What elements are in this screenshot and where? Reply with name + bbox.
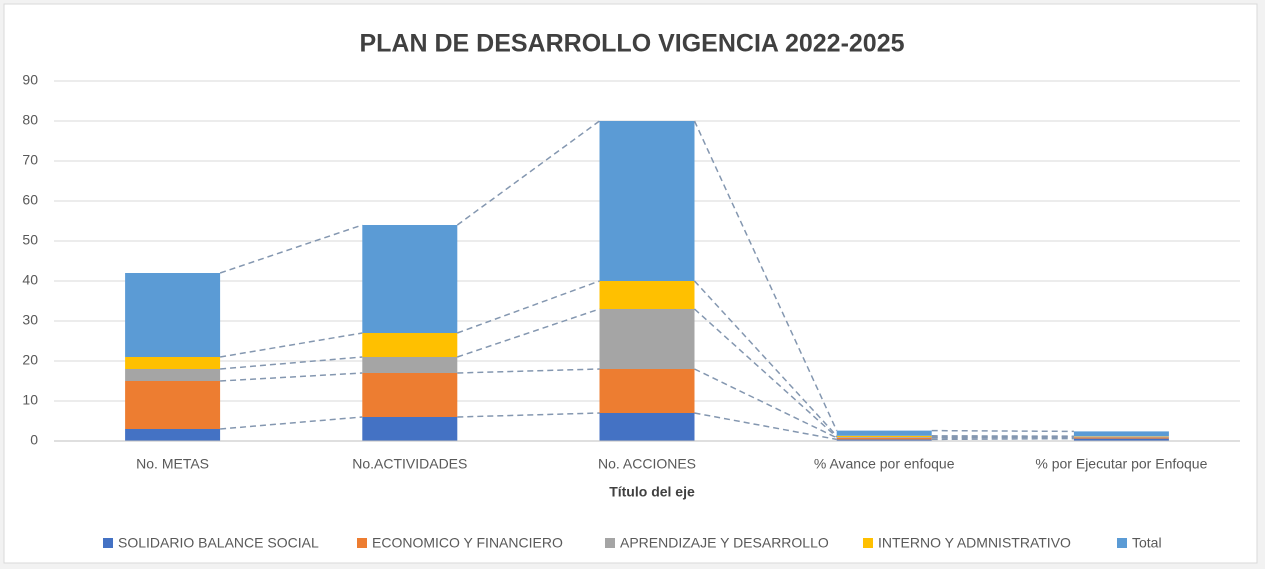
bar-segment: [362, 225, 458, 333]
legend-swatch: [357, 538, 367, 548]
series-line: [931, 429, 1074, 433]
x-tick-label: % por Ejecutar por Enfoque: [1035, 456, 1207, 472]
bar-segment: [599, 369, 695, 413]
bar-segment: [362, 333, 458, 357]
bar-segment: [836, 437, 932, 438]
chart-title: PLAN DE DESARROLLO VIGENCIA 2022-2025: [359, 30, 904, 58]
bar-segment: [362, 357, 458, 373]
x-axis-title: Título del eje: [609, 484, 695, 500]
legend-label: APRENDIZAJE Y DESARROLLO: [620, 535, 829, 551]
series-line: [694, 368, 838, 439]
bar-segment: [599, 121, 695, 281]
series-line: [693, 280, 838, 437]
bar-segment: [599, 413, 695, 441]
legend-swatch: [103, 538, 113, 548]
series-line: [457, 308, 600, 358]
y-tick-label: 90: [22, 72, 38, 88]
series-line: [693, 120, 838, 431]
bar-segment: [125, 357, 221, 369]
legend-label: ECONOMICO Y FINANCIERO: [372, 535, 563, 551]
series-line: [457, 280, 600, 334]
bar-segment: [836, 435, 932, 437]
bar-segment: [125, 273, 221, 357]
y-tick-label: 10: [22, 392, 38, 408]
series-line: [457, 368, 600, 374]
x-tick-label: No. METAS: [136, 456, 209, 472]
y-tick-label: 0: [30, 432, 38, 448]
bar-segment: [362, 373, 458, 417]
x-tick-label: % Avance por enfoque: [814, 456, 955, 472]
series-line: [694, 412, 837, 441]
legend-swatch: [863, 538, 873, 548]
legend-label: INTERNO Y ADMNISTRATIVO: [878, 535, 1071, 551]
series-line: [219, 332, 363, 358]
series-line: [693, 308, 838, 438]
bar-segment: [1073, 436, 1169, 438]
y-tick-label: 80: [22, 112, 38, 128]
bar-segment: [836, 437, 932, 440]
series-line: [457, 412, 600, 418]
series-line: [219, 224, 363, 274]
bar-segment: [125, 381, 221, 429]
series-line: [220, 372, 363, 382]
y-tick-label: 60: [22, 192, 38, 208]
bar-segment: [599, 309, 695, 369]
series-line: [931, 437, 1074, 441]
y-tick-label: 40: [22, 272, 38, 288]
bar-segment: [836, 430, 932, 436]
y-tick-label: 50: [22, 232, 38, 248]
bar-segment: [1073, 431, 1169, 437]
x-tick-label: No. ACCIONES: [598, 456, 696, 472]
bar-segment: [599, 281, 695, 309]
bar-segment: [1073, 438, 1169, 441]
bar-segment: [362, 417, 458, 441]
y-tick-label: 30: [22, 312, 38, 328]
legend-swatch: [605, 538, 615, 548]
series-line: [220, 416, 363, 430]
y-tick-label: 20: [22, 352, 38, 368]
legend-label: SOLIDARIO BALANCE SOCIAL: [118, 535, 319, 551]
bar-segment: [125, 369, 221, 381]
bar-segment: [836, 439, 932, 441]
legend-swatch: [1117, 538, 1127, 548]
y-tick-label: 70: [22, 152, 38, 168]
bar-segment: [1073, 437, 1169, 439]
x-tick-label: No.ACTIVIDADES: [352, 456, 467, 472]
bar-segment: [125, 429, 221, 441]
series-line: [220, 356, 363, 370]
legend-label: Total: [1132, 535, 1162, 551]
